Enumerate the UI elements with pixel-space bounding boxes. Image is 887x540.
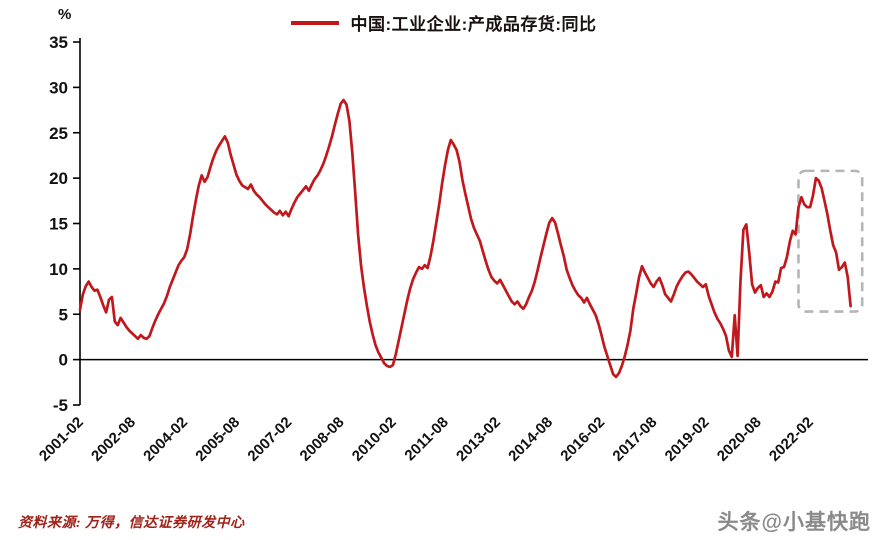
y-axis-unit-label: % <box>58 6 72 23</box>
x-tick-label: 2013-02 <box>453 414 504 465</box>
y-tick-label: 30 <box>49 78 68 97</box>
x-tick-label: 2007-02 <box>244 414 295 465</box>
x-tick-label: 2001-02 <box>36 414 87 465</box>
y-tick-label: 5 <box>59 305 68 324</box>
y-tick-label: 35 <box>49 33 68 52</box>
y-tick-label: 0 <box>59 351 68 370</box>
legend-line-swatch <box>290 20 339 25</box>
x-tick-label: 2016-02 <box>557 414 608 465</box>
x-tick-label: 2017-08 <box>609 414 660 465</box>
y-axis-ticks: 35 30 25 20 15 10 5 0 -5 <box>49 33 80 415</box>
x-tick-label: 2010-02 <box>349 414 400 465</box>
x-tick-label: 2019-02 <box>662 414 713 465</box>
watermark: 头条@小基快跑 <box>717 511 871 534</box>
y-tick-label: 10 <box>49 260 68 279</box>
x-tick-label: 2014-08 <box>505 414 556 465</box>
highlight-box <box>797 169 864 313</box>
x-tick-label: 2002-08 <box>88 414 139 465</box>
legend: 中国:工业企业:产成品存货:同比 <box>0 10 887 35</box>
legend-label: 中国:工业企业:产成品存货:同比 <box>350 15 597 34</box>
x-tick-label: 2020-08 <box>714 414 765 465</box>
y-tick-label: 25 <box>49 124 68 143</box>
y-tick-label: 20 <box>49 169 68 188</box>
x-tick-label: 2004-02 <box>140 414 191 465</box>
source-note: 资料来源: 万得，信达证券研发中心 <box>18 516 245 531</box>
x-tick-label: 2022-02 <box>766 414 817 465</box>
y-tick-label: 15 <box>49 215 68 234</box>
x-tick-label: 2011-08 <box>401 414 451 464</box>
x-tick-label: 2008-08 <box>297 414 348 465</box>
x-axis-labels: 2001-02 2002-08 2004-02 2005-08 2007-02 2008-… <box>36 414 817 465</box>
y-tick-label: -5 <box>53 396 68 415</box>
series-line <box>78 98 852 379</box>
x-tick-label: 2005-08 <box>192 414 243 465</box>
